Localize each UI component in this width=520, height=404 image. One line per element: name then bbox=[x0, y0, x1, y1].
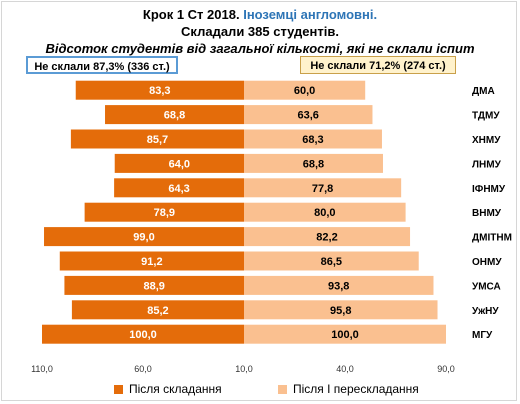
bar-before-8 bbox=[64, 275, 244, 295]
category-label-0: ДМА bbox=[472, 86, 495, 97]
chart-description: Відсоток студентів від загальної кількос… bbox=[45, 41, 475, 56]
data-label-after-1: 63,6 bbox=[298, 110, 319, 122]
data-label-before-3: 64,0 bbox=[169, 158, 190, 170]
data-label-before-7: 91,2 bbox=[141, 256, 162, 268]
bar-after-3 bbox=[244, 153, 383, 173]
data-label-before-1: 68,8 bbox=[164, 110, 185, 122]
data-label-before-6: 99,0 bbox=[133, 232, 154, 244]
data-label-after-2: 68,3 bbox=[302, 134, 323, 146]
data-label-after-9: 95,8 bbox=[330, 305, 351, 317]
title-prefix: Крок 1 Ст 2018. bbox=[142, 7, 240, 22]
bar-before-7 bbox=[59, 251, 244, 271]
data-label-before-8: 88,9 bbox=[144, 280, 165, 292]
bar-after-4 bbox=[244, 178, 402, 198]
bar-after-2 bbox=[244, 129, 382, 149]
bar-before-5 bbox=[84, 202, 244, 222]
legend-item-after: Після І перескладання bbox=[278, 382, 419, 396]
chart-title: Крок 1 Ст 2018. Іноземці англомовні. bbox=[0, 6, 520, 23]
data-label-before-0: 83,3 bbox=[149, 85, 170, 97]
x-tick-label-2: 10,0 bbox=[235, 364, 253, 374]
summary-after-box: Не склали 71,2% (274 ст.) bbox=[300, 56, 456, 74]
data-label-after-8: 93,8 bbox=[328, 280, 349, 292]
bar-before-6 bbox=[44, 227, 244, 247]
x-tick-label-1: 60,0 bbox=[134, 364, 152, 374]
title-highlight: Іноземці англомовні. bbox=[243, 7, 378, 22]
category-label-2: ХНМУ bbox=[472, 135, 501, 146]
x-tick-label-4: 90,0 bbox=[437, 364, 455, 374]
bar-before-1 bbox=[105, 105, 244, 125]
bar-after-10 bbox=[244, 324, 446, 344]
x-tick-label-0: 110,0 bbox=[31, 364, 53, 374]
category-label-7: ОНМУ bbox=[472, 257, 502, 268]
data-label-after-7: 86,5 bbox=[321, 256, 342, 268]
category-label-9: УжНУ bbox=[472, 306, 499, 317]
data-label-before-5: 78,9 bbox=[154, 207, 175, 219]
legend-label-before: Після складання bbox=[129, 382, 222, 396]
bar-before-3 bbox=[114, 153, 244, 173]
data-label-before-2: 85,7 bbox=[147, 134, 168, 146]
category-label-5: ВНМУ bbox=[472, 208, 502, 219]
data-label-before-4: 64,3 bbox=[168, 183, 189, 195]
bar-after-0 bbox=[244, 80, 366, 100]
data-label-after-10: 100,0 bbox=[331, 329, 359, 341]
data-label-after-3: 68,8 bbox=[303, 158, 324, 170]
bar-after-5 bbox=[244, 202, 406, 222]
legend-label-after: Після І перескладання bbox=[293, 382, 419, 396]
data-label-before-10: 100,0 bbox=[129, 329, 157, 341]
legend-swatch-after bbox=[278, 384, 287, 394]
category-label-1: ТДМУ bbox=[472, 111, 500, 122]
category-label-3: ЛНМУ bbox=[472, 159, 502, 170]
bar-before-10 bbox=[42, 324, 244, 344]
bar-before-4 bbox=[114, 178, 244, 198]
bar-before-2 bbox=[70, 129, 244, 149]
bar-before-0 bbox=[75, 80, 244, 100]
bar-before-9 bbox=[71, 300, 244, 320]
bar-after-6 bbox=[244, 227, 411, 247]
bar-after-7 bbox=[244, 251, 419, 271]
data-label-after-5: 80,0 bbox=[314, 207, 335, 219]
data-label-after-4: 77,8 bbox=[312, 183, 333, 195]
legend-swatch-before bbox=[114, 384, 123, 394]
summary-before-box: Не склали 87,3% (336 ст.) bbox=[26, 56, 178, 74]
data-label-after-6: 82,2 bbox=[316, 232, 337, 244]
data-label-after-0: 60,0 bbox=[294, 85, 315, 97]
category-label-6: ДМІТНМ bbox=[472, 233, 512, 244]
category-label-8: УМСА bbox=[472, 281, 501, 292]
category-label-4: ІФНМУ bbox=[472, 184, 506, 195]
data-label-before-9: 85,2 bbox=[147, 305, 168, 317]
x-tick-label-3: 40,0 bbox=[336, 364, 354, 374]
chart-title-block: Крок 1 Ст 2018. Іноземці англомовні. Скл… bbox=[0, 6, 520, 57]
legend-item-before: Після складання bbox=[114, 382, 222, 396]
chart-legend: Після складання Після І перескладання bbox=[0, 382, 520, 398]
bar-after-1 bbox=[244, 105, 373, 125]
chart-subtitle: Складали 385 студентів. bbox=[181, 24, 339, 39]
bar-after-9 bbox=[244, 300, 438, 320]
category-label-10: МГУ bbox=[472, 330, 493, 341]
bar-after-8 bbox=[244, 275, 434, 295]
